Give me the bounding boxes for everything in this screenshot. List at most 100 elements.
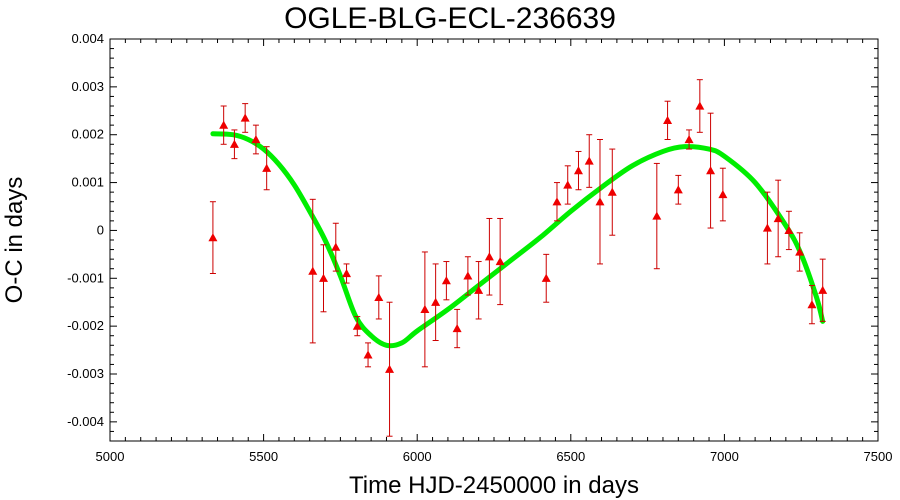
triangle-marker: [219, 120, 229, 129]
data-point: [262, 146, 272, 191]
data-point: [673, 174, 683, 205]
y-axis-ticks: 0.004 0.003 0.002 0.001 0 -0.001 -0.002 -0.003 -…: [67, 31, 878, 442]
triangle-marker: [431, 297, 441, 306]
triangle-marker: [262, 163, 272, 172]
triangle-marker: [363, 350, 373, 359]
triangle-marker: [573, 166, 583, 175]
triangle-marker: [352, 321, 362, 330]
y-axis-label: O-C in days: [1, 177, 28, 304]
x-axis-label: Time HJD-2450000 in days: [349, 472, 639, 499]
chart-title: OGLE-BLG-ECL-236639: [284, 2, 616, 35]
triangle-marker: [452, 324, 462, 333]
data-point: [706, 112, 716, 229]
triangle-marker: [474, 285, 484, 294]
data-point: [385, 301, 395, 437]
data-point: [219, 105, 229, 145]
data-point: [595, 139, 605, 265]
triangle-marker: [331, 242, 341, 251]
y-tick-label: 0.003: [71, 79, 104, 94]
triangle-marker: [240, 113, 250, 122]
data-point: [441, 261, 451, 301]
fit-curve: [210, 131, 826, 349]
data-point: [584, 134, 594, 188]
data-point: [795, 232, 805, 272]
data-point: [229, 129, 239, 160]
y-tick-label: -0.004: [67, 414, 104, 429]
triangle-marker: [718, 190, 728, 199]
data-point: [718, 167, 728, 222]
triangle-marker: [308, 266, 318, 275]
triangle-marker: [463, 271, 473, 280]
triangle-marker: [584, 156, 594, 165]
triangle-marker: [342, 269, 352, 278]
triangle-marker: [319, 273, 329, 282]
x-tick-label: 6500: [556, 449, 585, 464]
data-point: [695, 79, 705, 133]
x-tick-label: 5500: [249, 449, 278, 464]
triangle-marker: [484, 252, 494, 261]
data-point: [495, 217, 505, 306]
data-point: [552, 182, 562, 222]
triangle-marker: [251, 135, 261, 144]
triangle-marker: [807, 300, 817, 309]
triangle-marker: [762, 223, 772, 232]
data-point: [663, 100, 673, 140]
triangle-marker: [495, 257, 505, 266]
x-tick-label: 6000: [403, 449, 432, 464]
data-point: [240, 103, 250, 133]
fit-curve-layer: [210, 131, 826, 349]
triangle-marker: [684, 135, 694, 144]
triangle-marker: [607, 187, 617, 196]
data-point: [208, 201, 218, 274]
y-tick-label: -0.003: [67, 366, 104, 381]
triangle-marker: [663, 115, 673, 124]
data-point: [420, 251, 430, 368]
data-point: [684, 129, 694, 150]
plot-area: [109, 38, 879, 442]
triangle-marker: [784, 225, 794, 235]
triangle-marker: [706, 166, 716, 175]
data-point: [484, 217, 494, 296]
triangle-marker: [208, 233, 218, 242]
data-point: [784, 210, 794, 251]
data-point: [319, 244, 329, 313]
triangle-marker: [420, 304, 430, 313]
triangle-marker: [695, 101, 705, 110]
data-point: [308, 198, 318, 344]
x-tick-label: 7000: [710, 449, 739, 464]
data-point: [374, 275, 384, 320]
triangle-marker: [229, 139, 239, 148]
triangle-marker: [385, 364, 395, 373]
triangle-marker: [795, 247, 805, 256]
y-tick-label: 0.002: [71, 127, 104, 142]
data-point: [342, 263, 352, 284]
data-point: [818, 258, 828, 322]
triangle-marker: [374, 292, 384, 302]
data-point: [352, 316, 362, 337]
data-point: [607, 148, 617, 236]
data-point: [773, 179, 783, 258]
y-tick-label: 0.001: [71, 175, 104, 190]
y-tick-label: -0.001: [67, 270, 104, 285]
y-tick-label: 0: [97, 222, 104, 237]
triangle-marker: [552, 197, 562, 206]
y-tick-label: 0.004: [71, 31, 104, 46]
triangle-marker: [773, 213, 783, 223]
triangle-marker: [541, 273, 551, 282]
triangle-marker: [441, 276, 451, 285]
triangle-marker: [563, 180, 573, 189]
triangle-marker: [673, 185, 683, 194]
y-tick-label: -0.002: [67, 318, 104, 333]
data-point: [573, 150, 583, 191]
triangle-marker: [818, 285, 828, 294]
data-point: [463, 256, 473, 296]
data-point: [807, 284, 817, 325]
x-axis-ticks: 5000 5500 6000 6500 7000 7500: [96, 39, 893, 464]
x-tick-label: 7500: [864, 449, 893, 464]
data-point: [474, 261, 484, 320]
data-point: [331, 222, 341, 272]
data-points-layer: [208, 79, 828, 437]
x-tick-label: 5000: [96, 449, 125, 464]
data-point: [541, 253, 551, 303]
